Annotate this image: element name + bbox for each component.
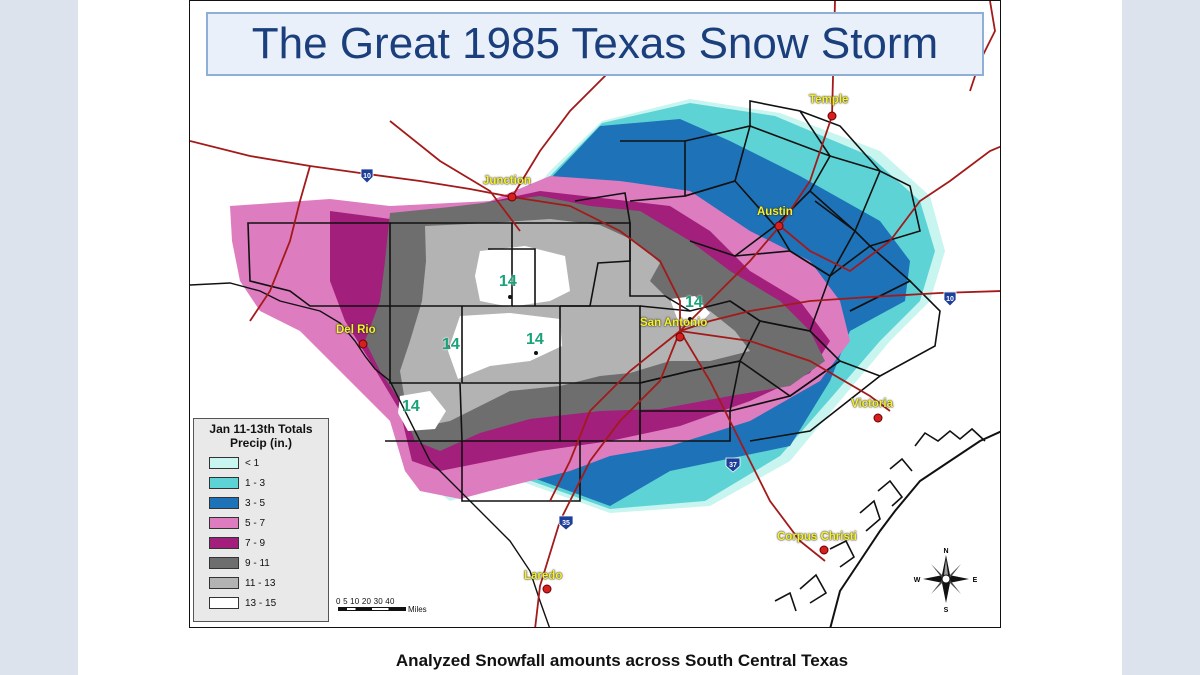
snowfall-bands bbox=[230, 99, 945, 513]
legend-label: 3 - 5 bbox=[245, 497, 266, 509]
austin-marker bbox=[774, 221, 784, 231]
band-13to15-b bbox=[448, 313, 562, 379]
city-markers bbox=[358, 111, 883, 594]
map-title-box: The Great 1985 Texas Snow Storm bbox=[206, 12, 984, 76]
legend-label: 5 - 7 bbox=[245, 517, 266, 529]
legend-swatch bbox=[209, 557, 239, 569]
scale-units: Miles bbox=[408, 605, 427, 614]
junction-marker bbox=[507, 192, 517, 202]
snow-max-label: 14 bbox=[442, 336, 460, 353]
legend-item: 9 - 11 bbox=[209, 556, 270, 570]
city-label-victoria: Victoria bbox=[851, 398, 893, 410]
bay-outlines bbox=[774, 427, 986, 612]
precip-legend: Jan 11-13th Totals Precip (in.) < 1 1 - … bbox=[193, 418, 329, 622]
legend-label: 1 - 3 bbox=[245, 477, 266, 489]
i37-label: 37 bbox=[729, 462, 737, 469]
snow-max-label: 14 bbox=[526, 331, 544, 348]
temple-marker bbox=[827, 111, 837, 121]
legend-swatch bbox=[209, 537, 239, 549]
snow-max-label: 14 bbox=[402, 398, 420, 415]
scale-bar: 0 5 10 20 30 40 Miles bbox=[336, 597, 456, 621]
legend-item: 5 - 7 bbox=[209, 516, 265, 530]
city-label-austin: Austin bbox=[757, 206, 793, 218]
legend-item: 7 - 9 bbox=[209, 536, 265, 550]
city-label-laredo: Laredo bbox=[524, 570, 563, 582]
map-title: The Great 1985 Texas Snow Storm bbox=[251, 19, 939, 68]
legend-label: 13 - 15 bbox=[245, 597, 277, 609]
legend-swatch bbox=[209, 517, 239, 529]
city-label-corpus-christi: Corpus Christi bbox=[777, 531, 857, 543]
compass-n: N bbox=[943, 548, 948, 555]
compass-s: S bbox=[944, 607, 949, 613]
compass-w: W bbox=[914, 577, 921, 584]
i10-east-shield bbox=[943, 291, 957, 307]
band-13to15-a bbox=[475, 246, 570, 307]
snow-max-label: 14 bbox=[499, 273, 517, 290]
i35-label: 35 bbox=[562, 520, 570, 527]
i10-east-label: 10 bbox=[946, 296, 954, 303]
city-label-san-antonio: San Antonio bbox=[640, 317, 708, 329]
highways bbox=[190, 1, 1000, 627]
compass-rose-icon: N S E W bbox=[914, 548, 978, 613]
legend-item: 1 - 3 bbox=[209, 476, 265, 490]
i37-shield bbox=[725, 457, 741, 473]
compass-e: E bbox=[973, 577, 978, 584]
legend-subtitle: Precip (in.) bbox=[229, 436, 292, 450]
rio-grande-border bbox=[190, 282, 551, 627]
gulf-coastline bbox=[829, 430, 1000, 627]
legend-title: Jan 11-13th Totals bbox=[209, 422, 313, 436]
del-rio-marker bbox=[358, 339, 368, 349]
snow-max-label: 14 bbox=[685, 294, 703, 311]
legend-swatch bbox=[209, 577, 239, 589]
city-label-junction: Junction bbox=[483, 175, 531, 187]
map-canvas: 10 10 37 35 bbox=[190, 1, 1000, 627]
interstate-shields bbox=[360, 168, 957, 531]
legend-item: 3 - 5 bbox=[209, 496, 265, 510]
laredo-marker bbox=[542, 584, 552, 594]
i35-shield bbox=[558, 515, 574, 531]
city-label-temple: Temple bbox=[809, 94, 849, 106]
legend-item: 11 - 13 bbox=[209, 576, 275, 590]
san-antonio-marker bbox=[675, 332, 685, 342]
county-lines bbox=[247, 100, 941, 502]
legend-label: 11 - 13 bbox=[245, 577, 276, 589]
scale-ticks: 0 5 10 20 30 40 bbox=[336, 597, 395, 606]
scale-bar-graphic bbox=[338, 607, 406, 611]
city-label-del-rio: Del Rio bbox=[336, 324, 376, 336]
legend-swatch bbox=[209, 457, 239, 469]
max-snow-points bbox=[446, 295, 692, 355]
legend-label: < 1 bbox=[245, 457, 260, 469]
legend-label: 7 - 9 bbox=[245, 537, 266, 549]
i10-west-shield bbox=[360, 168, 374, 184]
legend-swatch bbox=[209, 477, 239, 489]
victoria-marker bbox=[873, 413, 883, 423]
legend-swatch bbox=[209, 597, 239, 609]
legend-item: 13 - 15 bbox=[209, 596, 276, 610]
legend-label: 9 - 11 bbox=[245, 557, 270, 569]
corpus-christi-marker bbox=[819, 545, 829, 555]
legend-swatch bbox=[209, 497, 239, 509]
figure-caption: Analyzed Snowfall amounts across South C… bbox=[395, 651, 849, 670]
i10-west-label: 10 bbox=[363, 173, 371, 180]
legend-item: < 1 bbox=[209, 456, 259, 470]
snowfall-map[interactable]: 10 10 37 35 bbox=[189, 0, 1001, 628]
